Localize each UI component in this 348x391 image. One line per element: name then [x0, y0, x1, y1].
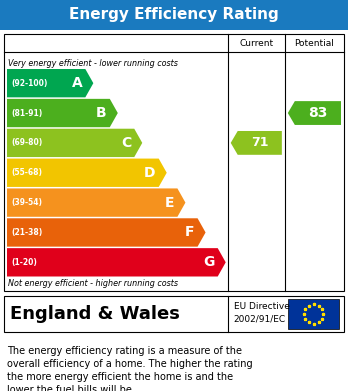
Text: F: F	[185, 226, 195, 239]
Text: Current: Current	[239, 38, 273, 47]
Polygon shape	[7, 159, 167, 187]
Text: (92-100): (92-100)	[11, 79, 47, 88]
Text: 2002/91/EC: 2002/91/EC	[234, 315, 286, 324]
Text: A: A	[72, 76, 82, 90]
Text: overall efficiency of a home. The higher the rating: overall efficiency of a home. The higher…	[7, 359, 253, 369]
Text: (21-38): (21-38)	[11, 228, 42, 237]
Text: England & Wales: England & Wales	[10, 305, 180, 323]
Text: Very energy efficient - lower running costs: Very energy efficient - lower running co…	[8, 59, 178, 68]
Text: B: B	[96, 106, 107, 120]
Text: (69-80): (69-80)	[11, 138, 42, 147]
Text: Energy Efficiency Rating: Energy Efficiency Rating	[69, 7, 279, 23]
Text: C: C	[121, 136, 131, 150]
Text: E: E	[165, 196, 174, 210]
Text: the more energy efficient the home is and the: the more energy efficient the home is an…	[7, 372, 233, 382]
Polygon shape	[231, 131, 282, 155]
Text: (55-68): (55-68)	[11, 168, 42, 177]
Text: (39-54): (39-54)	[11, 198, 42, 207]
Text: (1-20): (1-20)	[11, 258, 37, 267]
Text: Potential: Potential	[294, 38, 334, 47]
Text: 71: 71	[251, 136, 269, 149]
Text: The energy efficiency rating is a measure of the: The energy efficiency rating is a measur…	[7, 346, 242, 356]
Text: lower the fuel bills will be.: lower the fuel bills will be.	[7, 385, 135, 391]
Polygon shape	[7, 218, 206, 247]
Polygon shape	[7, 248, 226, 276]
Polygon shape	[7, 69, 93, 97]
Bar	[0, 0, 348, 30]
Text: (81-91): (81-91)	[11, 109, 42, 118]
Bar	[4, 296, 344, 332]
Polygon shape	[7, 129, 142, 157]
Text: D: D	[144, 166, 156, 180]
Text: 83: 83	[308, 106, 327, 120]
Text: G: G	[203, 255, 215, 269]
Text: Not energy efficient - higher running costs: Not energy efficient - higher running co…	[8, 280, 178, 289]
Polygon shape	[7, 188, 185, 217]
Text: EU Directive: EU Directive	[234, 302, 290, 311]
Polygon shape	[7, 99, 118, 127]
Polygon shape	[288, 101, 341, 125]
Bar	[288, 299, 339, 329]
Bar	[4, 34, 344, 291]
